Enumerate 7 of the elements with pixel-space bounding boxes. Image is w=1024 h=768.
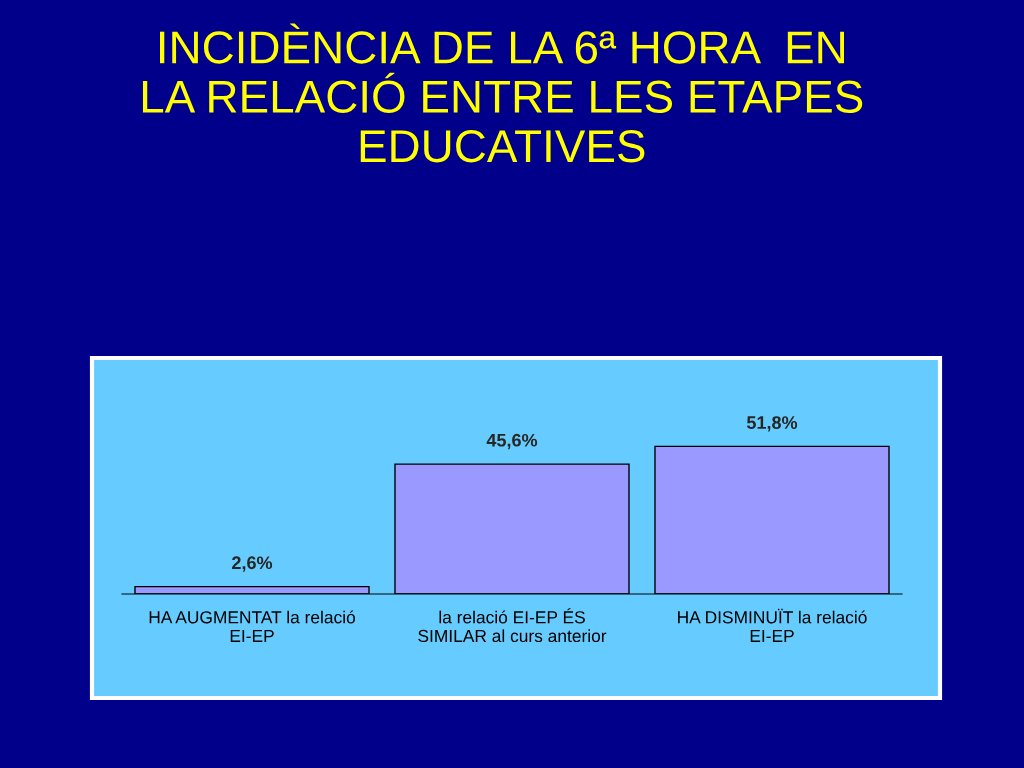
data-label: 45,6% [486, 433, 538, 450]
x-tick-label: HA AUGMENTAT la relació EI-EP [149, 610, 355, 642]
chart-title: INCIDÈNCIA DE LA 6ª HORA EN LA RELACIÓ ENTRE LES ETAPES EDUCATIVES [142, 23, 863, 163]
data-label: 51,8% [746, 416, 798, 432]
x-tick-label: la relació EI-EP ÉS SIMILAR al curs anterior [418, 608, 607, 643]
x-tick-label: HA DISMINUÏT la relació EI-EP [678, 608, 867, 642]
data-label: 2,6% [232, 556, 273, 572]
